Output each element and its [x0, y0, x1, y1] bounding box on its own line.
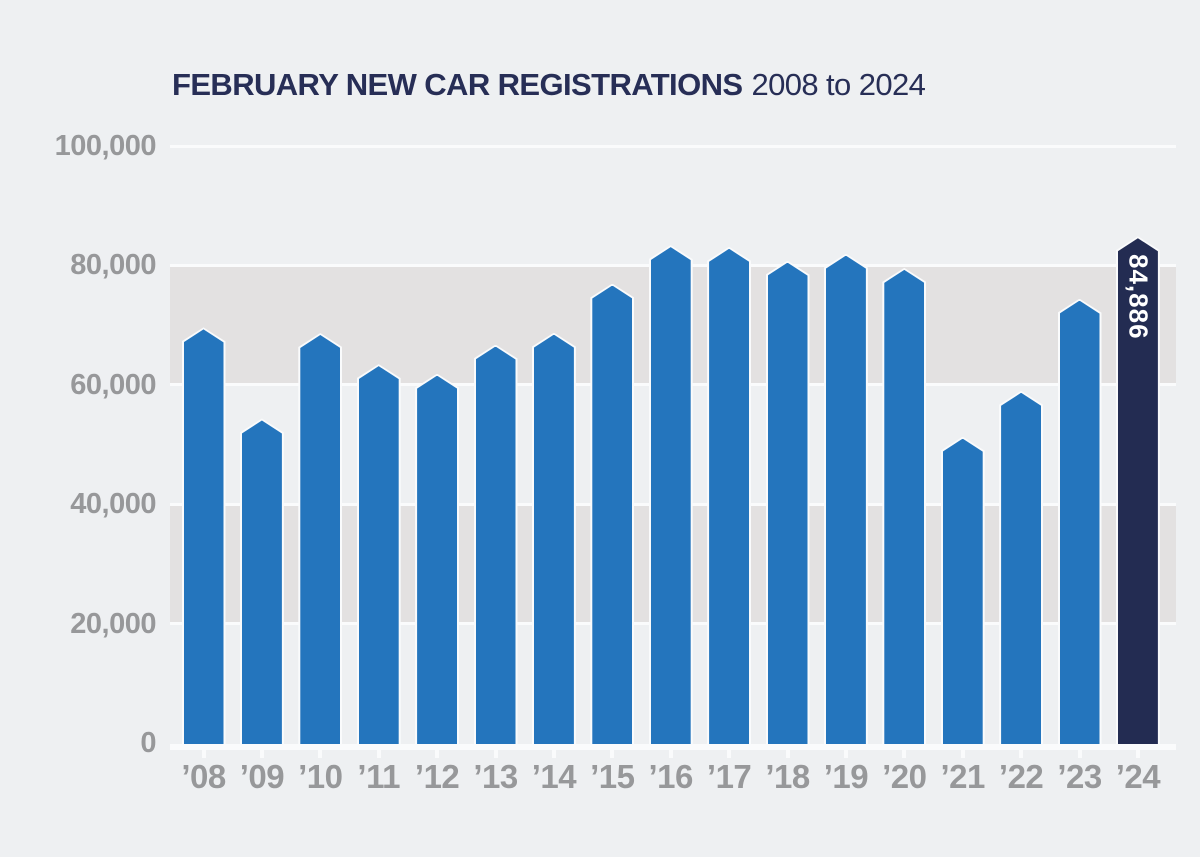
x-axis-label: ’12	[414, 758, 460, 795]
bar-08	[181, 327, 226, 744]
x-axis-label: ’23	[1057, 758, 1102, 795]
x-axis-label: ’11	[357, 758, 400, 795]
bar-20	[882, 267, 927, 744]
x-axis-label: ’22	[998, 758, 1044, 795]
x-axis-label: ’09	[239, 758, 285, 795]
bar-16	[648, 245, 693, 744]
chart-title-main: FEBRUARY NEW CAR REGISTRATIONS	[172, 67, 743, 102]
x-axis-tick	[727, 750, 732, 758]
bar-fill	[825, 255, 866, 744]
bar-value-label: 84,886	[1123, 254, 1154, 340]
x-axis-label: ’16	[648, 758, 694, 795]
bar-21	[940, 436, 985, 744]
y-axis-label: 60,000	[70, 368, 156, 401]
bar-fill	[475, 346, 516, 744]
x-axis-tick	[435, 750, 440, 758]
bar-22	[999, 390, 1044, 744]
bar-fill	[942, 438, 983, 744]
bar-fill	[300, 334, 341, 744]
y-axis-label: 100,000	[54, 130, 157, 162]
bar-15	[590, 283, 635, 744]
bar-fill	[1059, 300, 1100, 744]
bar-fill	[241, 420, 282, 744]
x-axis-tick	[960, 750, 965, 758]
bar-12	[415, 373, 460, 744]
bar-09	[239, 418, 284, 744]
bar-fill	[592, 285, 633, 744]
bar-fill	[767, 262, 808, 744]
bar-fill	[709, 248, 750, 744]
bar-13	[473, 344, 518, 744]
x-axis-label: ’20	[882, 758, 927, 795]
chart-title-range: 2008 to 2024	[751, 67, 926, 102]
bar-24: 84,886	[1115, 236, 1160, 744]
x-axis-label: ’21	[940, 758, 986, 795]
bar-fill	[650, 247, 691, 744]
x-axis-tick	[843, 750, 848, 758]
bar-fill	[533, 334, 574, 744]
bar-fill	[183, 329, 224, 744]
y-axis-label: 80,000	[70, 249, 156, 282]
x-axis-label: ’19	[823, 758, 869, 795]
bar-10	[298, 332, 343, 744]
bar-fill	[358, 366, 399, 744]
chart-title: FEBRUARY NEW CAR REGISTRATIONS 2008 to 20…	[172, 67, 926, 102]
x-axis-tick	[318, 750, 323, 758]
bar-17	[707, 246, 752, 744]
bar-14	[531, 332, 576, 744]
x-axis-label: ’17	[706, 758, 752, 795]
x-axis-tick	[610, 750, 615, 758]
baseline	[170, 744, 1176, 750]
x-axis-tick	[1019, 750, 1024, 758]
x-axis-label: ’13	[473, 758, 518, 795]
y-axis-label: 40,000	[70, 488, 156, 521]
bar-fill	[417, 375, 458, 744]
x-axis-label: ’15	[590, 758, 635, 795]
y-axis-label: 20,000	[70, 607, 156, 640]
bar-fill	[1001, 392, 1042, 744]
y-axis-label: 0	[140, 727, 156, 759]
x-axis: ’08 ’09 ’10 ’11 ’12 ’13 ’14 ’15 ’16 ’17 ’18 ’19 ’20 ’…	[170, 760, 1176, 800]
bar-19	[823, 253, 868, 744]
x-axis-tick	[201, 750, 206, 758]
x-axis-tick	[902, 750, 907, 758]
gridline-100000	[170, 144, 1176, 148]
x-axis-tick	[668, 750, 673, 758]
x-axis-tick	[785, 750, 790, 758]
x-axis-tick	[1077, 750, 1082, 758]
x-axis-tick	[259, 750, 264, 758]
x-axis-label: ’10	[298, 758, 343, 795]
x-axis-tick	[1135, 750, 1140, 758]
bar-11	[356, 364, 401, 744]
bar-fill	[884, 269, 925, 744]
x-axis-tick	[493, 750, 498, 758]
x-axis-label: ’24	[1115, 758, 1161, 795]
bar-23	[1057, 298, 1102, 744]
y-axis: 100,000 80,000 60,000 40,000 20,000 0	[0, 0, 160, 857]
x-axis-label: ’08	[181, 758, 226, 795]
x-axis-label: ’14	[531, 758, 577, 795]
bar-fill: 84,886	[1117, 238, 1158, 744]
x-axis-tick	[551, 750, 556, 758]
bar-18	[765, 260, 810, 744]
plot-area: 84,886	[170, 144, 1176, 758]
x-axis-tick	[376, 750, 381, 758]
x-axis-label: ’18	[765, 758, 810, 795]
